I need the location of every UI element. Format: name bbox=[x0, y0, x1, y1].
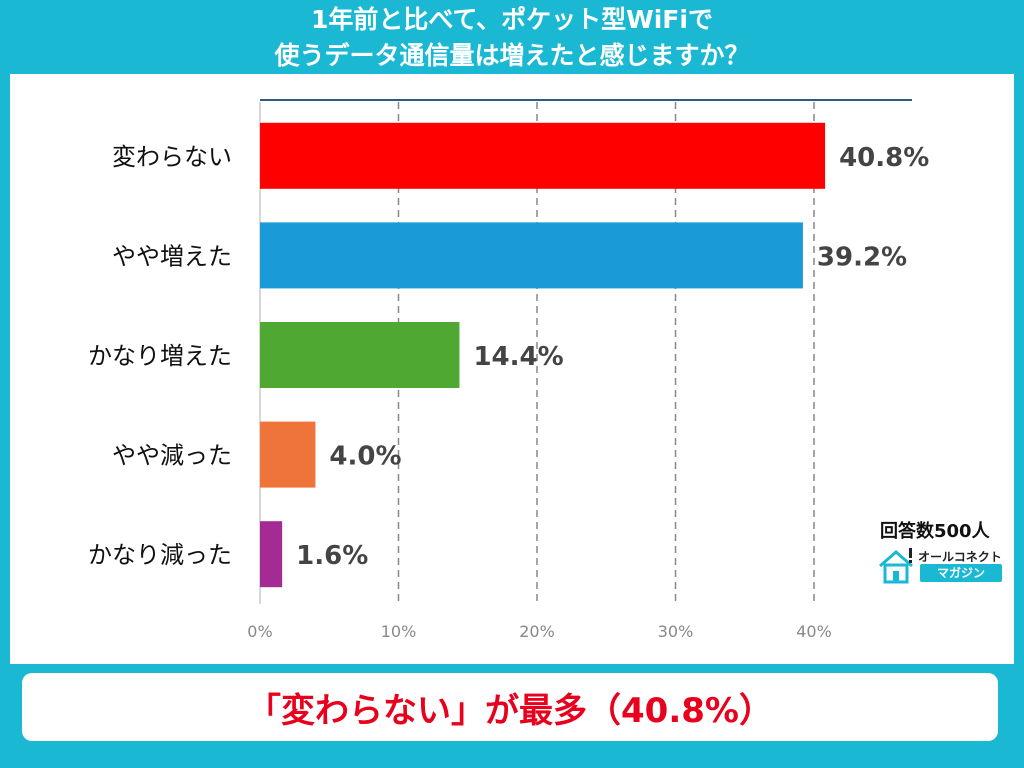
summary-banner: 「変わらない」が最多（40.8%） bbox=[22, 673, 998, 741]
category-label: やや減った bbox=[112, 442, 232, 470]
category-label: かなり減った bbox=[88, 541, 232, 569]
x-tick-label: 40% bbox=[796, 622, 832, 641]
x-tick-label: 0% bbox=[247, 622, 272, 641]
respondent-count: 回答数500人 bbox=[880, 521, 990, 542]
data-label: 40.8% bbox=[839, 143, 929, 173]
bar-chart: 0% 10% 20% 30% 40% 変わらない 40.8% やや増えた 39.2% かなり増えた… bbox=[88, 99, 929, 641]
bar bbox=[260, 222, 803, 289]
chart-title: 1年前と比べて、ポケット型WiFiで 使うデータ通信量は増えたと感じますか？ bbox=[0, 2, 1024, 74]
data-label: 39.2% bbox=[817, 242, 907, 272]
chart-panel: 0% 10% 20% 30% 40% 変わらない 40.8% やや増えた 39.2% かなり増えた… bbox=[10, 74, 1014, 664]
category-label: 変わらない bbox=[112, 143, 232, 171]
logo-text-top: オールコネクト bbox=[918, 550, 1002, 564]
x-tick-label: 30% bbox=[658, 622, 694, 641]
house-icon bbox=[879, 548, 913, 584]
summary-text: 「変わらない」が最多（40.8%） bbox=[247, 690, 773, 731]
brand-logo: オールコネクト マガジン bbox=[876, 546, 1006, 586]
bar bbox=[260, 421, 316, 488]
title-line-2: 使うデータ通信量は増えたと感じますか？ bbox=[274, 41, 750, 70]
data-label: 1.6% bbox=[296, 541, 368, 571]
title-line-1: 1年前と比べて、ポケット型WiFiで bbox=[311, 5, 713, 34]
category-label: やや増えた bbox=[112, 242, 232, 270]
x-tick-label: 20% bbox=[519, 622, 555, 641]
category-label: かなり増えた bbox=[88, 342, 232, 370]
data-label: 4.0% bbox=[329, 442, 401, 472]
bar bbox=[260, 322, 460, 388]
logo-text-bottom: マガジン bbox=[920, 564, 1002, 582]
bar bbox=[260, 122, 826, 189]
x-tick-label: 10% bbox=[381, 622, 417, 641]
bar bbox=[260, 521, 283, 588]
data-label: 14.4% bbox=[473, 342, 563, 372]
